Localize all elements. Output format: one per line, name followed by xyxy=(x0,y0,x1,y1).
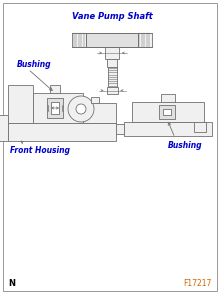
Bar xyxy=(86,33,138,47)
Text: Bushing: Bushing xyxy=(168,141,203,150)
Bar xyxy=(163,109,171,115)
Bar xyxy=(72,33,152,47)
Bar xyxy=(132,102,204,122)
Text: N: N xyxy=(8,280,15,288)
Text: F17217: F17217 xyxy=(184,280,212,288)
Circle shape xyxy=(76,104,86,114)
Bar xyxy=(159,105,175,119)
Bar xyxy=(0,115,8,141)
Bar xyxy=(107,59,117,67)
Bar xyxy=(50,85,60,93)
Bar xyxy=(51,102,59,114)
Bar xyxy=(33,93,83,123)
Bar xyxy=(108,67,117,87)
Bar xyxy=(194,122,206,132)
Text: Front Housing: Front Housing xyxy=(10,146,70,155)
Text: Bushing: Bushing xyxy=(17,60,52,69)
Bar xyxy=(161,94,175,102)
Bar xyxy=(124,122,212,136)
Bar xyxy=(83,103,116,123)
Bar xyxy=(116,124,124,134)
Text: Vane Pump Shaft: Vane Pump Shaft xyxy=(72,11,152,21)
Bar xyxy=(8,85,33,123)
Bar xyxy=(47,98,63,118)
Bar xyxy=(106,87,117,94)
Bar xyxy=(105,47,119,59)
Circle shape xyxy=(68,96,94,122)
Bar xyxy=(91,97,99,103)
Bar xyxy=(8,123,116,141)
